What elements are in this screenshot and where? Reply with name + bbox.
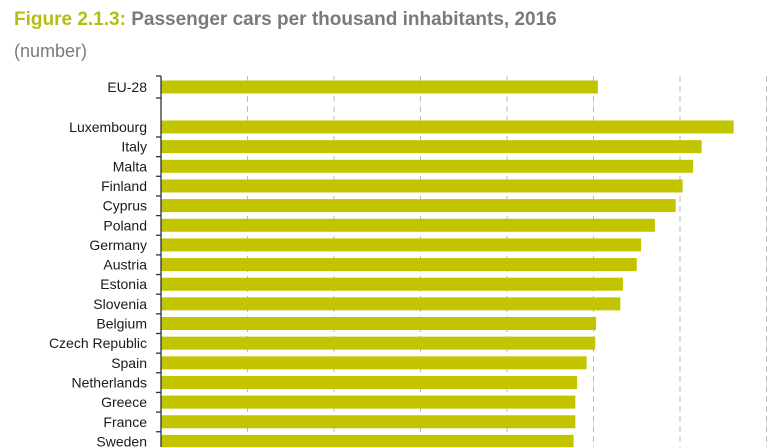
bar-slovenia	[161, 297, 621, 311]
bar-netherlands	[161, 375, 578, 389]
bar-eu-28	[161, 80, 598, 94]
bar-poland	[161, 218, 655, 232]
chart-subtitle: (number)	[14, 41, 88, 61]
title-text: Passenger cars per thousand inhabitants,…	[131, 9, 557, 30]
bar-france	[161, 415, 576, 429]
category-label: Germany	[89, 237, 147, 253]
bar-finland	[161, 179, 683, 193]
bar-austria	[161, 258, 637, 272]
bar-luxembourg	[161, 120, 734, 134]
bar-italy	[161, 140, 702, 154]
chart-title: Figure 2.1.3: Passenger cars per thousan…	[14, 9, 557, 31]
bar-germany	[161, 238, 642, 252]
bar-malta	[161, 159, 693, 173]
category-label: Cyprus	[103, 198, 147, 214]
bar-sweden	[161, 434, 574, 447]
category-label: Czech Republic	[49, 335, 147, 351]
category-label: Spain	[111, 355, 147, 371]
category-label: Finland	[101, 178, 147, 194]
bar-greece	[161, 395, 576, 409]
category-label: Sweden	[96, 433, 147, 447]
category-label: EU-28	[107, 79, 147, 95]
category-label: Poland	[103, 217, 147, 233]
category-label: Belgium	[96, 316, 147, 332]
category-label: Austria	[103, 257, 147, 273]
category-label: Italy	[121, 139, 147, 155]
figure-label: Figure 2.1.3:	[14, 9, 126, 30]
bar-cyprus	[161, 199, 676, 213]
bar-belgium	[161, 317, 597, 330]
category-label: Malta	[113, 158, 147, 174]
bar-spain	[161, 356, 587, 370]
category-label: Slovenia	[93, 296, 147, 312]
category-label: France	[103, 414, 147, 430]
bar-czech-republic	[161, 336, 596, 350]
category-label: Estonia	[100, 276, 147, 292]
category-label: Greece	[101, 394, 147, 410]
bar-estonia	[161, 277, 623, 291]
category-label: Netherlands	[72, 374, 148, 390]
category-label: Luxembourg	[69, 119, 147, 135]
